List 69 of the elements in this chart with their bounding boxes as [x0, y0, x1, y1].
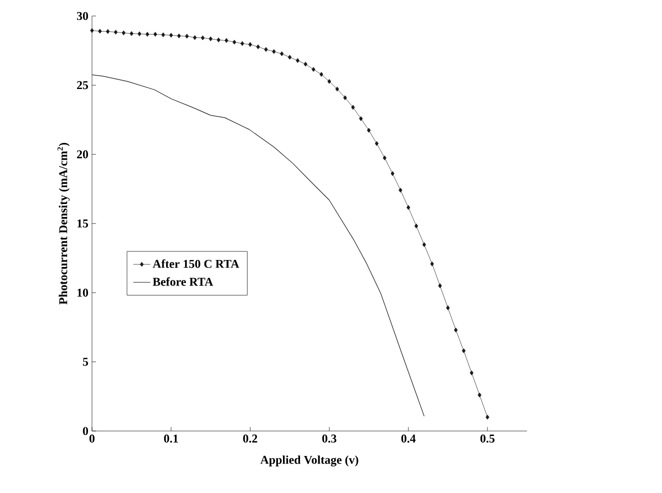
point [200, 35, 205, 40]
point [114, 30, 118, 35]
point [454, 328, 458, 332]
line-series [92, 74, 424, 416]
point [280, 51, 284, 56]
point [192, 35, 197, 40]
x-tick-label: 0.2 [243, 434, 258, 443]
point [430, 261, 434, 266]
point [486, 414, 490, 420]
point [106, 29, 110, 34]
point [288, 54, 292, 60]
point [248, 42, 252, 47]
legend-label: Before RTA [152, 277, 214, 286]
point [414, 224, 418, 228]
y-tick-label: 20 [77, 150, 88, 158]
point [312, 66, 316, 72]
point [359, 116, 363, 122]
y-axis-title: Photocurrent Density (mA/cm$^{2}$) [57, 142, 70, 304]
point [90, 28, 94, 33]
y-tick-label: 15 [77, 219, 88, 228]
point [406, 205, 410, 210]
point [382, 156, 386, 160]
point [374, 141, 379, 146]
point [335, 86, 340, 92]
point [232, 40, 236, 45]
point [98, 28, 102, 34]
y-tick-label: 5 [82, 358, 88, 366]
point [169, 32, 173, 38]
y-tick-label: 30 [76, 12, 88, 20]
point [462, 348, 466, 354]
x-tick-label: 0.3 [322, 434, 336, 443]
y-tick-label: 10 [77, 288, 88, 297]
point [398, 188, 402, 193]
point [272, 49, 276, 54]
point [161, 32, 166, 38]
point [216, 38, 220, 42]
point [177, 34, 181, 38]
point [264, 47, 268, 52]
y-tick-label: 25 [77, 81, 88, 90]
point [208, 36, 212, 42]
point [478, 392, 482, 398]
point [185, 34, 189, 39]
point [320, 72, 324, 77]
point [122, 30, 126, 36]
point [446, 305, 450, 310]
point [138, 31, 142, 36]
point [224, 38, 228, 43]
x-tick-label: 0.1 [164, 434, 178, 443]
legend-label: After 150 C RTA [152, 259, 240, 268]
point [327, 79, 332, 84]
x-tick-label: 0.4 [401, 434, 416, 443]
point [390, 171, 394, 176]
x-axis-title: Applied Voltage (v) [260, 455, 358, 466]
point [470, 370, 474, 376]
x-tick-label: 0.5 [480, 434, 494, 443]
point [256, 44, 260, 50]
point [438, 283, 442, 288]
point [153, 32, 158, 37]
point [366, 128, 371, 133]
point [130, 31, 134, 36]
point [146, 32, 150, 37]
point [296, 58, 300, 63]
y-tick-label: 0 [82, 426, 88, 436]
point [351, 104, 355, 110]
point [240, 41, 244, 46]
point [422, 242, 426, 248]
point [304, 62, 308, 67]
x-tick-label: 0 [89, 434, 95, 443]
point [343, 95, 347, 100]
